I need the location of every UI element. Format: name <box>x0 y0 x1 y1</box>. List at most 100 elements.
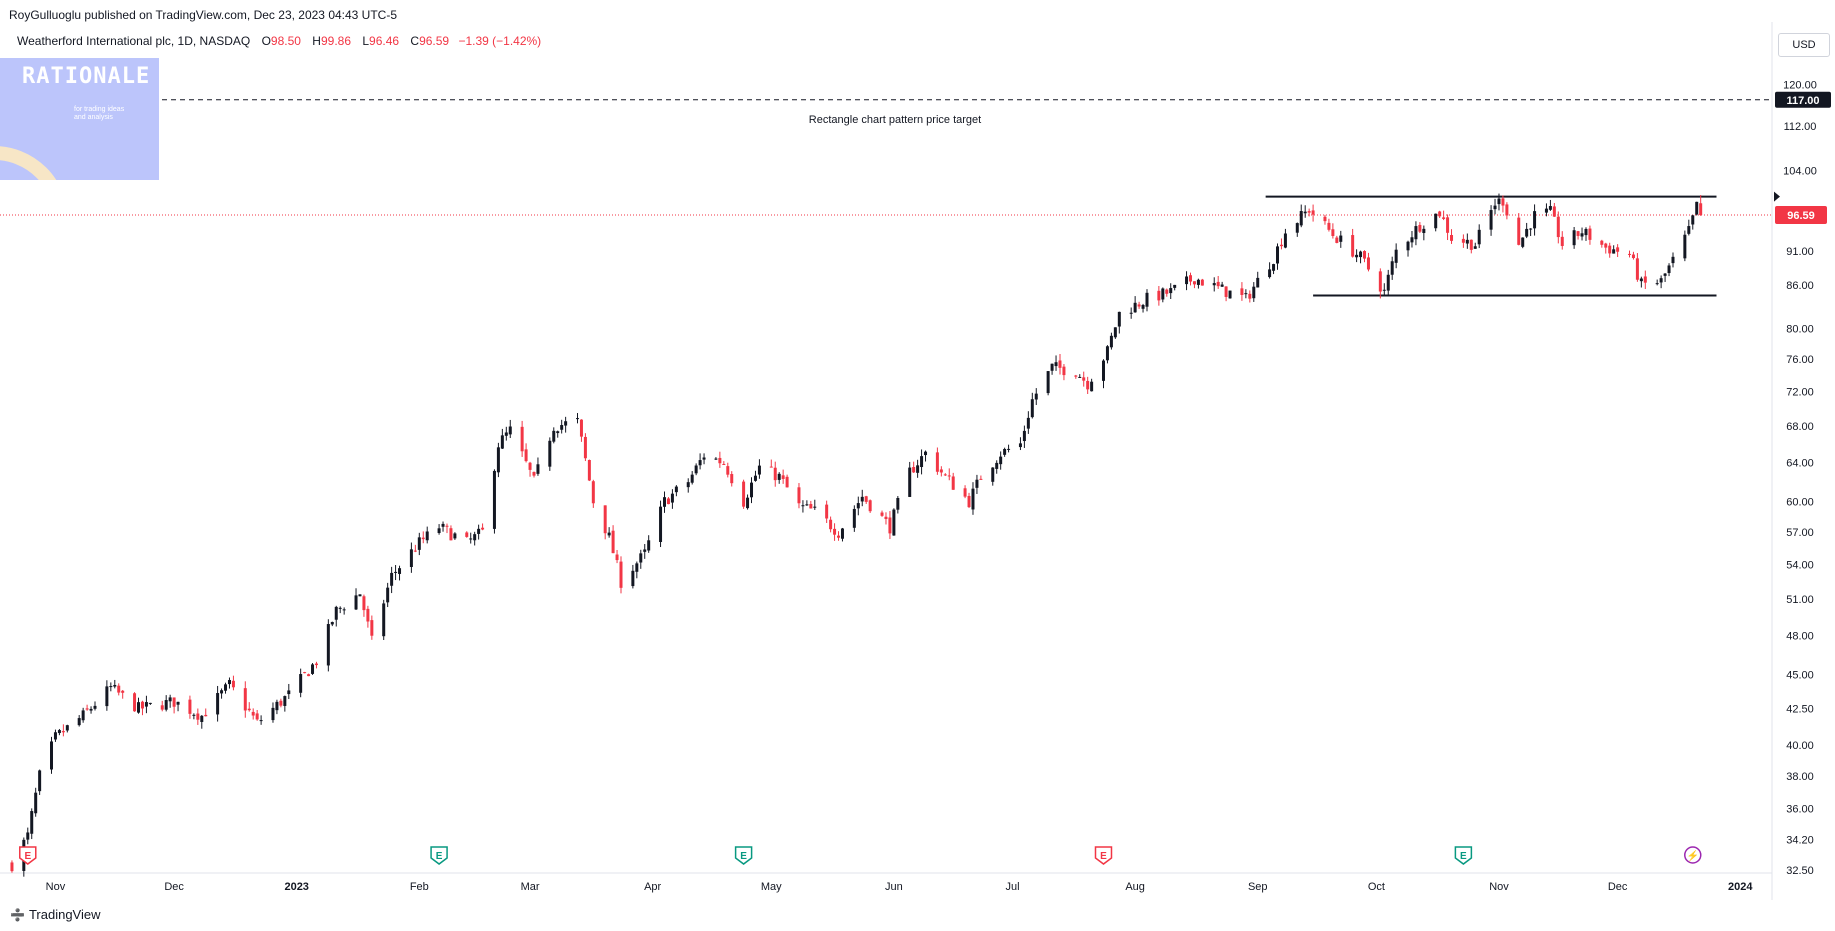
candle <box>1339 230 1343 248</box>
symbol-legend[interactable]: Weatherford International plc, 1D, NASDA… <box>17 34 541 48</box>
candle-body <box>1659 278 1663 283</box>
candle <box>243 681 247 718</box>
candle-body <box>1580 233 1584 237</box>
candle-body <box>726 466 730 475</box>
candle <box>575 413 579 424</box>
candle <box>1311 204 1315 222</box>
candle-body <box>670 493 674 503</box>
candle <box>251 708 255 720</box>
candle <box>1612 245 1616 254</box>
candle-body <box>1145 292 1149 307</box>
candle-body <box>1631 254 1635 259</box>
open-value: 98.50 <box>270 34 301 48</box>
candle <box>144 695 148 714</box>
candle <box>991 467 995 486</box>
candle <box>1331 223 1335 239</box>
candle <box>1224 286 1228 302</box>
candle-body <box>1382 289 1386 291</box>
candle <box>1074 374 1078 379</box>
candle <box>307 673 311 677</box>
candle <box>65 724 69 733</box>
candle <box>813 499 817 510</box>
candle <box>10 860 14 873</box>
candle-body <box>1054 362 1058 367</box>
candle <box>856 496 860 516</box>
event-marker-dividend[interactable]: E <box>19 846 37 865</box>
candle-body <box>1422 228 1426 234</box>
candle <box>947 468 951 481</box>
candle-body <box>1612 249 1616 254</box>
candle <box>1228 290 1232 299</box>
candle-body <box>1212 283 1216 286</box>
candle-body <box>1331 229 1335 236</box>
candle-body <box>935 452 939 472</box>
candle <box>109 682 113 692</box>
candle <box>1572 226 1576 249</box>
candle <box>1062 364 1066 381</box>
y-tick-label: 80.00 <box>1786 323 1814 335</box>
close-label: C <box>410 34 420 48</box>
candle-body <box>85 708 89 710</box>
y-tick-label: 36.00 <box>1786 803 1814 815</box>
candle <box>884 512 888 525</box>
candle <box>1137 301 1141 309</box>
candle <box>1034 388 1038 405</box>
candle <box>417 532 421 556</box>
candle-body <box>1276 246 1280 264</box>
candle-body <box>995 462 999 469</box>
candle-body <box>192 714 196 716</box>
candle-body <box>583 436 587 459</box>
candle <box>398 565 402 581</box>
candle-body <box>860 496 864 502</box>
candle <box>1244 289 1248 299</box>
y-tick-label: 32.50 <box>1786 865 1814 877</box>
candle-body <box>1105 346 1109 361</box>
candle <box>1157 286 1161 306</box>
y-tick-label: 104.00 <box>1783 166 1817 178</box>
candle <box>140 700 144 716</box>
candle <box>481 523 485 531</box>
candle-body <box>1608 245 1612 254</box>
event-marker-earnings[interactable]: E <box>430 846 448 865</box>
event-marker-split[interactable]: ⚡ <box>1684 846 1702 864</box>
candle-body <box>884 516 888 520</box>
candle <box>702 453 706 465</box>
event-marker-earnings[interactable]: E <box>734 846 753 865</box>
rationale-logo: RATIONALE for trading ideas and analysis <box>0 58 159 180</box>
candle-body <box>421 537 425 540</box>
candle <box>888 511 892 540</box>
candle <box>231 675 235 691</box>
candle <box>1335 235 1339 244</box>
candle <box>635 561 639 579</box>
tradingview-logo[interactable]: ➗ TradingView <box>10 907 101 922</box>
candle-body <box>753 475 757 481</box>
event-badge <box>1454 846 1473 865</box>
candle <box>1382 283 1386 297</box>
candle <box>57 728 61 736</box>
candle-body <box>1228 290 1232 299</box>
last-price-label: 96.59 <box>1787 210 1815 222</box>
candle-body <box>880 512 884 516</box>
candle-body <box>10 862 14 872</box>
event-marker-dividend[interactable]: E <box>1094 846 1113 865</box>
candle-body <box>837 535 841 538</box>
x-tick-label: Dec <box>164 881 184 893</box>
candle-body <box>89 708 93 711</box>
candle <box>1477 224 1481 249</box>
candle <box>409 542 413 573</box>
candle <box>224 682 228 694</box>
candle-body <box>500 435 504 449</box>
candle <box>833 523 837 541</box>
candle <box>1548 199 1552 211</box>
event-letter: ⚡ <box>1687 849 1699 862</box>
currency-button[interactable]: USD <box>1778 33 1830 57</box>
candle <box>1473 242 1477 249</box>
event-marker-earnings[interactable]: E <box>1454 846 1473 865</box>
event-letter: E <box>1460 851 1467 862</box>
candle <box>1200 278 1204 286</box>
candle <box>583 433 587 462</box>
candle <box>1351 228 1355 258</box>
candle-body <box>53 732 57 740</box>
candle-body <box>140 701 144 709</box>
